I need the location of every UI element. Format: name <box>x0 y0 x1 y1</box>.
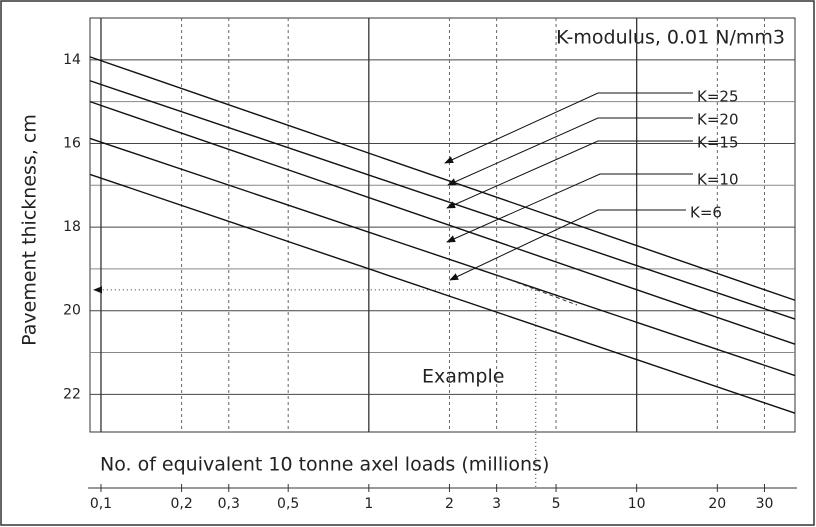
x-tick-label: 0,3 <box>218 496 240 512</box>
x-tick-label: 1 <box>364 496 373 512</box>
y-axis-title: Pavement thickness, cm <box>19 114 41 346</box>
legend-label: K=20 <box>697 111 739 129</box>
x-tick-label: 10 <box>628 496 646 512</box>
series-line <box>89 80 796 320</box>
series-line <box>89 100 796 345</box>
y-tick-label: 22 <box>63 386 81 402</box>
plot-frame <box>89 17 796 433</box>
x-tick-label: 3 <box>492 496 501 512</box>
x-tick-label: 20 <box>708 496 726 512</box>
legend-arrow <box>446 173 693 243</box>
x-axis-title: No. of equivalent 10 tonne axel loads (m… <box>100 454 549 476</box>
y-tick-label: 20 <box>63 303 81 319</box>
x-tick-label: 5 <box>552 496 561 512</box>
legend-label: K=10 <box>697 171 739 189</box>
legend-label: K=25 <box>697 88 739 106</box>
x-tick-label: 2 <box>445 496 454 512</box>
series-line <box>89 173 796 414</box>
legend-arrow <box>449 209 686 281</box>
y-tick-label: 18 <box>63 219 81 235</box>
x-tick-label: 0,5 <box>277 496 299 512</box>
legend-label: K=15 <box>697 134 739 152</box>
legend-arrow <box>446 140 693 209</box>
x-tick-label: 30 <box>756 496 774 512</box>
x-tick-label: 0,2 <box>170 496 192 512</box>
example-label: Example <box>422 366 504 388</box>
example-trend <box>496 274 578 306</box>
series-line <box>89 56 796 301</box>
y-tick-label: 16 <box>63 135 81 151</box>
chart-title: K-modulus, 0.01 N/mm3 <box>556 27 785 49</box>
y-tick-label: 14 <box>63 52 81 68</box>
legend-label: K=6 <box>690 204 722 222</box>
x-tick-label: 0,1 <box>90 496 112 512</box>
series-line <box>89 137 796 377</box>
legend-arrow <box>447 117 693 186</box>
legend-arrow <box>444 92 693 164</box>
